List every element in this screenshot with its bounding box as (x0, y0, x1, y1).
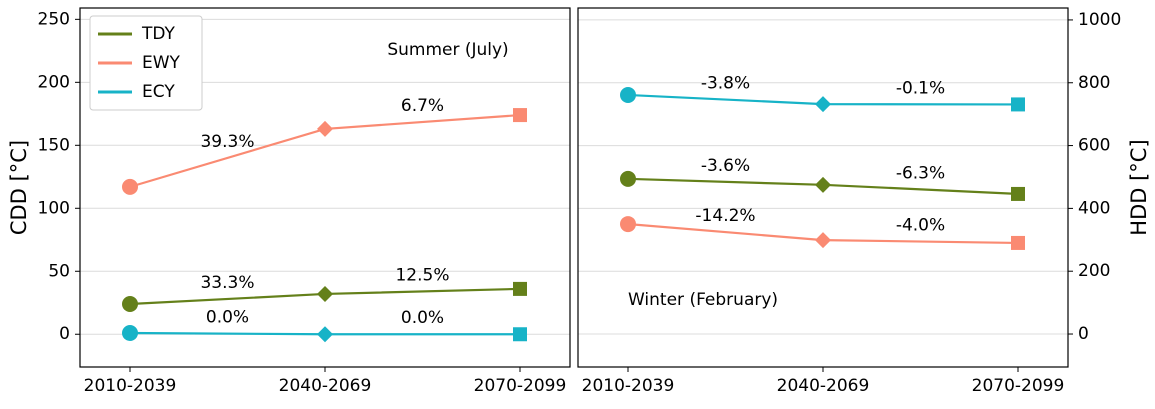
marker (620, 216, 636, 233)
x-tick-label: 2010-2039 (582, 376, 675, 396)
x-tick-label: 2070-2099 (972, 376, 1065, 396)
marker (513, 327, 527, 342)
marker (1011, 97, 1025, 112)
plot-frame (577, 7, 1069, 368)
x-tick-label: 2070-2099 (474, 376, 567, 396)
marker (122, 296, 138, 313)
change-label: 39.3% (200, 132, 254, 152)
panel-label: Summer (July) (387, 40, 508, 60)
marker (1011, 235, 1025, 250)
legend-label: EWY (142, 53, 181, 73)
y-tick-label: 600 (1078, 136, 1110, 156)
y-tick-label: 400 (1078, 198, 1110, 218)
marker (620, 87, 636, 104)
y-tick-label: 0 (59, 324, 70, 344)
change-label: 6.7% (401, 96, 444, 116)
y-tick-label: 800 (1078, 73, 1110, 93)
change-label: 0.0% (206, 308, 249, 328)
legend-label: ECY (142, 82, 175, 102)
y-tick-label: 1000 (1078, 10, 1121, 30)
x-tick-label: 2040-2069 (777, 376, 870, 396)
change-label: -6.3% (896, 163, 945, 183)
plot-frame (79, 7, 571, 368)
panel-label: Winter (February) (628, 290, 778, 310)
marker (122, 178, 138, 195)
legend-label: TDY (141, 24, 176, 44)
y-axis-title: CDD [°C] (7, 140, 31, 235)
marker (122, 324, 138, 341)
change-label: 33.3% (200, 273, 254, 293)
marker (815, 232, 831, 249)
marker (1011, 186, 1025, 201)
marker (620, 170, 636, 187)
change-label: -3.6% (701, 156, 750, 176)
y-axis-title: HDD [°C] (1127, 139, 1151, 235)
marker (815, 96, 831, 113)
y-tick-label: 150 (38, 135, 70, 155)
change-label: -0.1% (896, 78, 945, 98)
marker (815, 176, 831, 193)
change-label: -14.2% (695, 206, 755, 226)
x-tick-label: 2040-2069 (279, 376, 372, 396)
marker (513, 108, 527, 123)
y-tick-label: 250 (38, 9, 70, 29)
change-label: -3.8% (701, 74, 750, 94)
marker (317, 326, 333, 343)
y-tick-label: 200 (38, 72, 70, 92)
legend: TDY EWY ECY (89, 15, 203, 111)
x-tick-label: 2010-2039 (84, 376, 177, 396)
y-tick-label: 100 (38, 198, 70, 218)
marker (317, 120, 333, 137)
change-label: -4.0% (896, 216, 945, 236)
legend-box (89, 15, 203, 111)
y-tick-label: 0 (1078, 324, 1089, 344)
marker (317, 285, 333, 302)
change-label: 12.5% (395, 265, 449, 285)
y-tick-label: 50 (48, 261, 70, 281)
change-label: 0.0% (401, 308, 444, 328)
marker (513, 281, 527, 296)
y-tick-label: 200 (1078, 261, 1110, 281)
